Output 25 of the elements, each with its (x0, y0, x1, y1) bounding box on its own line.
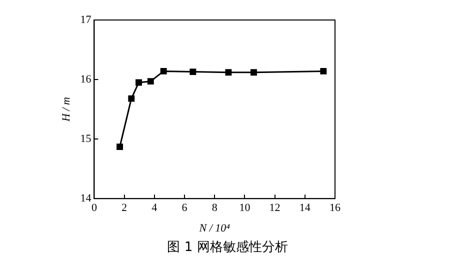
x-tick-label: 4 (152, 202, 158, 214)
y-tick-label: 15 (80, 132, 92, 145)
point (320, 68, 327, 74)
point (225, 69, 232, 76)
x-tick-label: 6 (182, 202, 188, 214)
y-tick-label: 16 (80, 73, 92, 86)
point (136, 79, 142, 86)
x-tick-label: 8 (212, 202, 218, 214)
y-tick-label: 14 (80, 192, 92, 204)
y-axis-title: H / m (60, 97, 72, 123)
x-tick-label: 12 (269, 202, 280, 214)
point (147, 78, 154, 85)
x-tick-label: 2 (122, 202, 128, 214)
x-axis-title: N / 10⁴ (198, 222, 230, 234)
caption: 图 1 网格敏感性分析 (166, 239, 289, 256)
y-tick-label: 17 (80, 14, 92, 26)
point (250, 69, 257, 76)
point (190, 68, 196, 76)
point (116, 144, 124, 150)
x-tick-label: 0 (91, 202, 98, 214)
point (128, 95, 135, 102)
x-tick-label: 16 (330, 202, 341, 214)
x-tick-label: 10 (239, 202, 251, 214)
point (160, 68, 167, 74)
x-tick-label: 14 (299, 202, 311, 214)
